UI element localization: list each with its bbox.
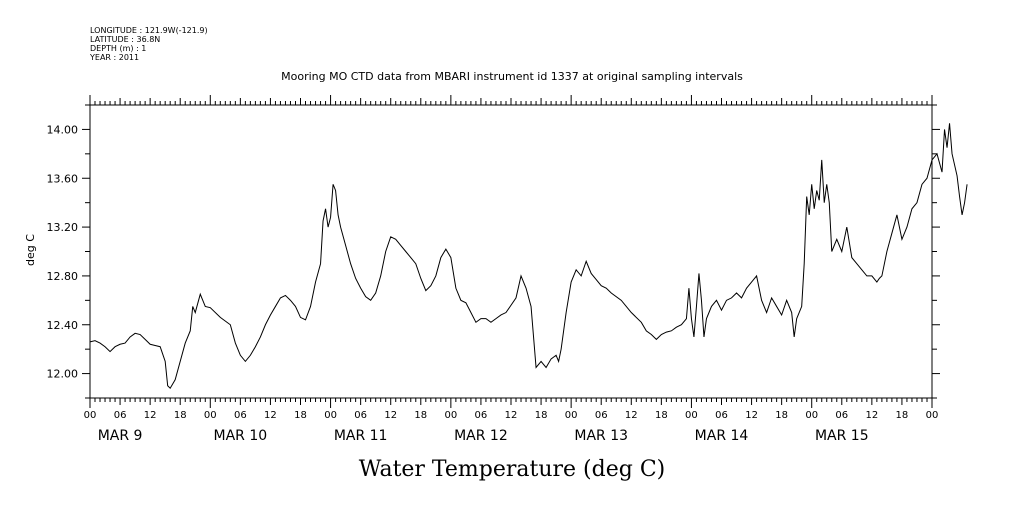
y-tick-label: 12.40: [47, 319, 79, 332]
day-label: MAR 14: [695, 428, 749, 444]
chart-title: Mooring MO CTD data from MBARI instrumen…: [281, 70, 743, 83]
x-tick-label: 12: [384, 410, 397, 421]
x-tick-label: 12: [865, 410, 878, 421]
x-tick-label: 12: [144, 410, 157, 421]
x-axis-title: Water Temperature (deg C): [359, 457, 666, 482]
x-tick-label: 18: [655, 410, 668, 421]
x-tick-label: 06: [835, 410, 848, 421]
metadata-line: LATITUDE : 36.8N: [90, 35, 160, 44]
x-tick-label: 00: [565, 410, 578, 421]
day-label: MAR 13: [574, 428, 628, 444]
day-label: MAR 9: [98, 428, 143, 444]
y-tick-label: 13.60: [47, 172, 79, 185]
day-labels: MAR 9 MAR 10 MAR 11 MAR 12 MAR 13 MAR 14 MAR 1…: [98, 428, 869, 444]
metadata-block: LONGITUDE : 121.9W(-121.9) LATITUDE : 36…: [89, 26, 208, 62]
x-tick-labels: 00 06 12 18 00 06 12 18 00 06 12 18 00 06 12 18 00 06 12 18…: [84, 410, 939, 421]
x-tick-label: 18: [294, 410, 307, 421]
temperature-series-line: [89, 123, 968, 390]
metadata-line: LONGITUDE : 121.9W(-121.9): [90, 26, 208, 35]
x-tick-label: 18: [414, 410, 427, 421]
y-tick-label: 12.80: [47, 270, 79, 283]
x-tick-label: 06: [354, 410, 367, 421]
x-tick-label: 12: [505, 410, 518, 421]
metadata-line: YEAR : 2011: [89, 53, 139, 62]
y-tick-labels: 12.00 12.40 12.80 13.20 13.60 14.00: [47, 123, 79, 380]
x-tick-label: 06: [475, 410, 488, 421]
x-tick-label: 00: [204, 410, 217, 421]
x-tick-label: 00: [926, 410, 939, 421]
day-label: MAR 10: [214, 428, 268, 444]
y-axis-label: deg C: [24, 234, 37, 266]
x-tick-label: 18: [896, 410, 909, 421]
x-tick-label: 18: [535, 410, 548, 421]
x-tick-label: 18: [775, 410, 788, 421]
plot-frame: [89, 104, 933, 399]
x-tick-label: 00: [84, 410, 97, 421]
x-tick-label: 12: [264, 410, 277, 421]
axis-ticks: [82, 95, 940, 408]
x-tick-label: 06: [595, 410, 608, 421]
day-label: MAR 11: [334, 428, 388, 444]
metadata-line: DEPTH (m) : 1: [90, 44, 146, 53]
y-tick-label: 14.00: [47, 123, 79, 136]
x-tick-label: 06: [234, 410, 247, 421]
y-tick-label: 13.20: [47, 221, 79, 234]
x-tick-label: 00: [805, 410, 818, 421]
x-tick-label: 00: [444, 410, 457, 421]
x-tick-label: 00: [324, 410, 337, 421]
x-tick-label: 12: [625, 410, 638, 421]
x-tick-label: 12: [745, 410, 758, 421]
x-tick-label: 00: [685, 410, 698, 421]
day-label: MAR 15: [815, 428, 869, 444]
day-label: MAR 12: [454, 428, 508, 444]
x-tick-label: 06: [715, 410, 728, 421]
y-tick-label: 12.00: [47, 368, 79, 381]
x-tick-label: 06: [114, 410, 127, 421]
x-tick-label: 18: [174, 410, 187, 421]
